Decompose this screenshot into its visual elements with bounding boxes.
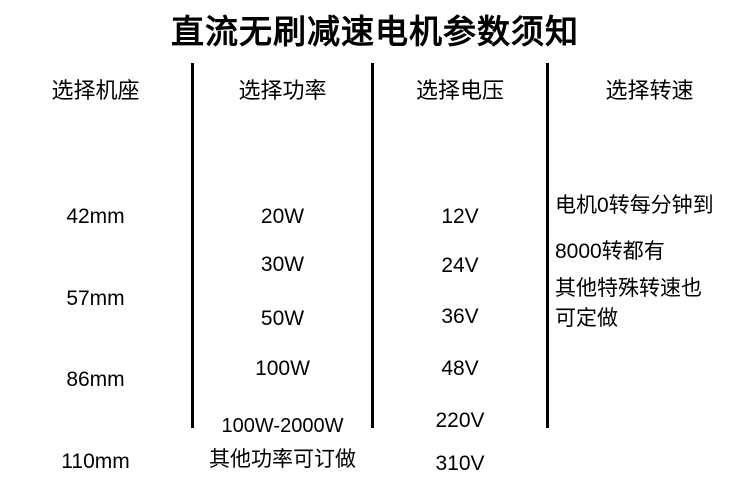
cell-power-4: 100W-2000W — [221, 415, 344, 437]
column-header-speed: 选择转速 — [605, 78, 694, 103]
cell-volt-2: 36V — [441, 305, 479, 328]
cell-volt-5: 310V — [435, 452, 485, 475]
column-base-size: 选择机座 42mm 57mm 86mm 110mm — [0, 63, 191, 473]
cell-power-5: 其他功率可订做 — [209, 448, 356, 471]
cell-speed-2: 其他特殊转速也 — [555, 277, 702, 300]
cell-volt-1: 24V — [441, 254, 479, 277]
column-divider-1 — [191, 63, 194, 428]
cell-speed-3: 可定做 — [555, 307, 618, 330]
cell-power-2: 50W — [260, 307, 305, 330]
column-voltage: 选择电压 12V 24V 36V 48V 220V 310V — [374, 63, 546, 475]
cell-base-3: 110mm — [61, 450, 130, 473]
page-title: 直流无刷减速电机参数须知 — [171, 13, 579, 50]
cell-power-3: 100W — [255, 357, 310, 380]
column-speed: 选择转速 电机0转每分钟到 8000转都有其他特殊转速也 可定做 — [549, 63, 750, 428]
column-power: 选择功率 20W 30W 50W 100W 100W-2000W 其他功率可订做 — [194, 63, 371, 471]
column-divider-2 — [371, 63, 374, 428]
cell-base-1: 57mm — [66, 287, 125, 310]
cell-volt-3: 48V — [441, 357, 479, 380]
cell-speed-0: 电机0转每分钟到 — [555, 194, 714, 217]
cell-volt-0: 12V — [441, 205, 479, 228]
cell-power-1: 30W — [260, 253, 305, 276]
cell-base-2: 86mm — [66, 368, 125, 391]
column-header-base-size: 选择机座 — [51, 78, 140, 103]
column-divider-3 — [546, 63, 549, 428]
cell-base-0: 42mm — [66, 205, 125, 228]
column-header-voltage: 选择电压 — [415, 78, 504, 103]
cell-volt-4: 220V — [435, 409, 485, 432]
cell-power-0: 20W — [260, 205, 305, 228]
column-header-power: 选择功率 — [238, 78, 327, 103]
cell-speed-1: 8000转都有 — [555, 240, 665, 263]
parameter-table-page: 直流无刷减速电机参数须知 选择机座 42mm 57mm 86mm 110mm 选择功率… — [0, 13, 750, 475]
